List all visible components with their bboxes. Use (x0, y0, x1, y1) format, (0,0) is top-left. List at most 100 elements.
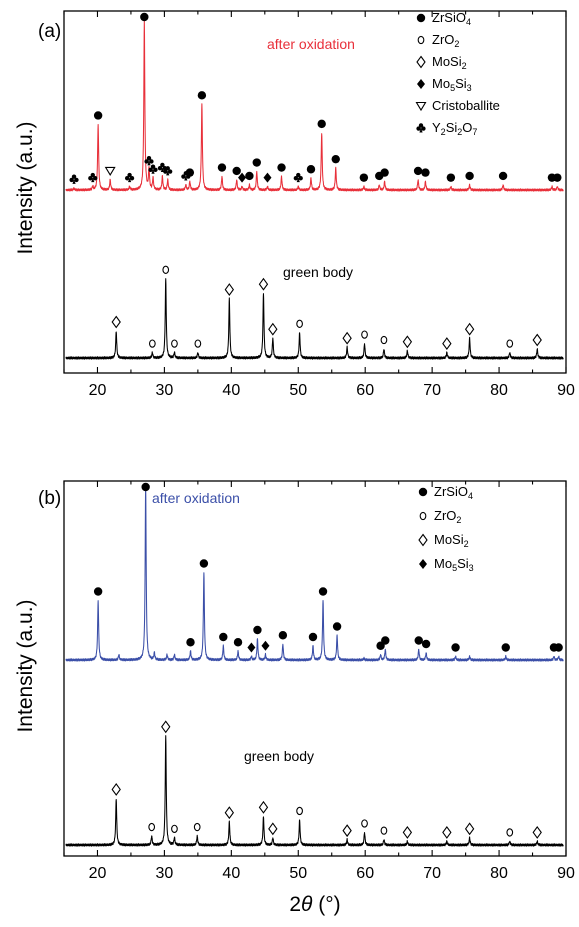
x-tick-label: 90 (557, 382, 575, 399)
peak-marker-filled-circle (421, 639, 431, 649)
legend-label: ZrSiO4 (434, 484, 473, 501)
y-axis-label: Intensity (a.u.) (14, 599, 37, 732)
peak-marker-open-diamond (258, 800, 269, 814)
peak-marker-open-circle (296, 806, 303, 816)
peak-marker-filled-circle (140, 12, 149, 22)
panel-b: 20 30 40 50 60 70 80 90 Intensity (a.u.) (b) 2θ (°… (14, 480, 575, 916)
peak-marker-filled-circle (414, 636, 423, 645)
peak-marker-open-diamond (224, 283, 235, 297)
peak-marker-open-diamond (342, 331, 352, 345)
panel-label: (a) (38, 21, 61, 42)
peak-marker-filled-diamond (261, 640, 270, 651)
peak-marker-filled-circle (219, 632, 228, 642)
peak-marker-filled-diamond (238, 172, 247, 183)
peak-marker-filled-circle (421, 168, 430, 177)
x-tick-label: 80 (490, 865, 508, 882)
x-tick-label: 20 (89, 382, 107, 399)
x-tick-label: 20 (89, 865, 107, 882)
peak-marker-open-diamond (402, 825, 413, 839)
peak-marker-open-circle (506, 339, 514, 348)
peak-marker-filled-circle (554, 643, 563, 652)
peak-marker-open-diamond (268, 322, 278, 336)
peak-marker-filled-circle (141, 482, 150, 492)
legend-label: MoSi2 (434, 532, 469, 549)
plot-frame (63, 480, 567, 857)
peak-marker-filled-circle (197, 91, 207, 100)
peak-marker-open-diamond (224, 806, 235, 820)
legend-label: Mo5Si3 (434, 556, 474, 573)
x-tick-label: 40 (222, 865, 240, 882)
x-tick-label: 30 (156, 865, 174, 882)
series-label: green body (283, 264, 353, 280)
legend-label: ZrO2 (434, 508, 461, 525)
peak-marker-open-triangle-down (415, 101, 427, 112)
peak-marker-open-diamond (464, 822, 475, 836)
peak-marker-filled-circle (553, 173, 562, 182)
peak-marker-open-diamond (532, 333, 542, 347)
series-line-green-body (65, 278, 564, 360)
peak-marker-open-circle (171, 824, 178, 833)
peak-marker-club (88, 172, 98, 183)
peak-marker-open-circle (194, 339, 202, 348)
peak-marker-open-diamond (418, 533, 428, 547)
peak-marker-open-diamond (416, 55, 426, 69)
peak-marker-filled-diamond (263, 172, 272, 183)
peak-marker-open-diamond (442, 337, 452, 351)
peak-marker-filled-circle (446, 173, 456, 182)
x-tick-label: 40 (222, 382, 240, 399)
peak-marker-open-diamond (111, 783, 121, 796)
peak-marker-filled-circle (186, 638, 195, 647)
peak-marker-open-diamond (442, 825, 452, 839)
peak-marker-open-circle (296, 319, 303, 328)
peak-marker-open-diamond (402, 335, 413, 349)
peak-marker-filled-diamond (419, 559, 427, 569)
peak-marker-filled-circle (253, 625, 262, 635)
series-label: after oxidation (152, 490, 240, 506)
legend-label: ZrSiO4 (432, 10, 471, 27)
peak-marker-filled-circle (465, 171, 474, 181)
x-tick-label: 60 (356, 865, 374, 882)
peak-marker-filled-circle (332, 622, 342, 631)
x-tick-label: 30 (156, 382, 174, 399)
x-axis-label: 2θ (°) (289, 893, 340, 916)
peak-marker-filled-diamond (417, 79, 425, 89)
peak-marker-open-diamond (532, 825, 542, 839)
peak-marker-filled-circle (451, 643, 460, 652)
x-tick-label: 60 (356, 382, 374, 399)
peak-marker-club (124, 172, 135, 183)
peak-marker-filled-circle (418, 487, 428, 497)
x-tick-label: 80 (490, 382, 508, 399)
peak-marker-filled-circle (93, 587, 103, 596)
panel-a: 20 30 40 50 60 70 80 90 Intensity (a.u.) (a) after… (14, 10, 575, 399)
legend-label: Y2Si2O7 (432, 120, 477, 137)
series-label: after oxidation (267, 36, 355, 52)
peak-marker-filled-circle (277, 163, 286, 172)
peak-marker-open-circle (361, 330, 368, 339)
peak-marker-filled-circle (93, 111, 103, 120)
peak-marker-club (163, 166, 173, 176)
plot-frame (63, 10, 567, 374)
peak-marker-filled-circle (308, 632, 318, 642)
x-tick-label: 50 (289, 865, 307, 882)
peak-marker-open-diamond (111, 315, 121, 329)
peak-marker-open-triangle-down (104, 166, 116, 176)
peak-marker-open-circle (361, 819, 368, 828)
peak-marker-filled-circle (359, 173, 369, 182)
peak-marker-open-diamond (161, 720, 171, 734)
peak-marker-club (69, 174, 79, 184)
peak-marker-open-diamond (258, 277, 269, 291)
legend-label: Mo5Si3 (432, 76, 472, 93)
peak-marker-filled-circle (318, 587, 328, 596)
legend-label: ZrO2 (432, 32, 459, 49)
panel-label: (b) (38, 488, 61, 509)
legend-label: Cristoballite (432, 98, 500, 113)
series-line-after-oxidation (65, 484, 564, 662)
series-line-after-oxidation (65, 20, 564, 192)
peak-marker-open-circle (193, 822, 201, 832)
peak-marker-filled-circle (416, 13, 426, 23)
peak-marker-open-circle (162, 265, 170, 274)
series-label: green body (244, 748, 314, 764)
x-tick-label: 90 (557, 865, 575, 882)
peak-marker-filled-circle (501, 643, 510, 652)
